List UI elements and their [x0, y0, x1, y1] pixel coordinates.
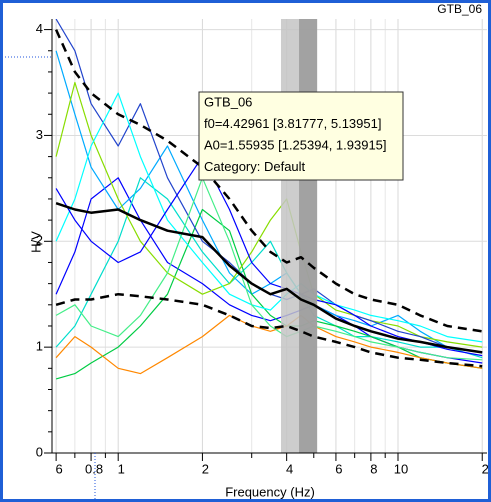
- tooltip-line: GTB_06: [204, 94, 252, 109]
- x-axis-label: Frequency (Hz): [225, 484, 315, 499]
- window-curve: [55, 177, 483, 359]
- y-tick-label: 0: [36, 444, 43, 459]
- y-tick-label: 1: [36, 339, 43, 354]
- x-tick-label: 4: [286, 461, 293, 476]
- window-curve: [55, 314, 483, 375]
- window-curve: [55, 81, 483, 348]
- y-tick-label: 3: [36, 127, 43, 142]
- x-tick-label: 8: [370, 461, 377, 476]
- statistic-curve: [55, 202, 483, 354]
- tooltip-line: f0=4.42961 [3.81777, 5.13951]: [204, 116, 381, 131]
- x-tick-label: 1: [118, 461, 125, 476]
- x-tick-label: 2: [482, 461, 489, 476]
- f0-band: [299, 19, 318, 453]
- tooltip-box: [198, 91, 404, 181]
- tooltip-line: A0=1.55935 [1.25394, 1.93915]: [204, 137, 387, 152]
- tooltip: GTB_06 f0=4.42961 [3.81777, 5.13951] A0=1.…: [198, 91, 404, 181]
- window-curve: [55, 177, 483, 361]
- x-tick-label: 6: [335, 461, 342, 476]
- y-axis-label: H/V: [28, 231, 43, 253]
- statistic-curve: [54, 29, 483, 333]
- corner-label: GTB_06: [437, 2, 482, 16]
- x-tick-label: 10: [394, 461, 408, 476]
- window-curve: [55, 208, 483, 380]
- x-tick-label: 0.8: [85, 461, 103, 476]
- x-tick-label: 2: [202, 461, 209, 476]
- y-tick-label: 4: [36, 21, 43, 36]
- window-curve: [55, 92, 483, 343]
- tooltip-line: Category: Default: [204, 159, 306, 174]
- axes: 6 0.8 1 2 4 6 8 10 2 0 1 2 3 4: [36, 19, 489, 476]
- x-tick-label: 6: [56, 461, 63, 476]
- y-tick-label: 2: [36, 233, 43, 248]
- window-curve: [55, 19, 483, 353]
- statistic-curve: [55, 292, 483, 368]
- window-curve: [55, 156, 483, 357]
